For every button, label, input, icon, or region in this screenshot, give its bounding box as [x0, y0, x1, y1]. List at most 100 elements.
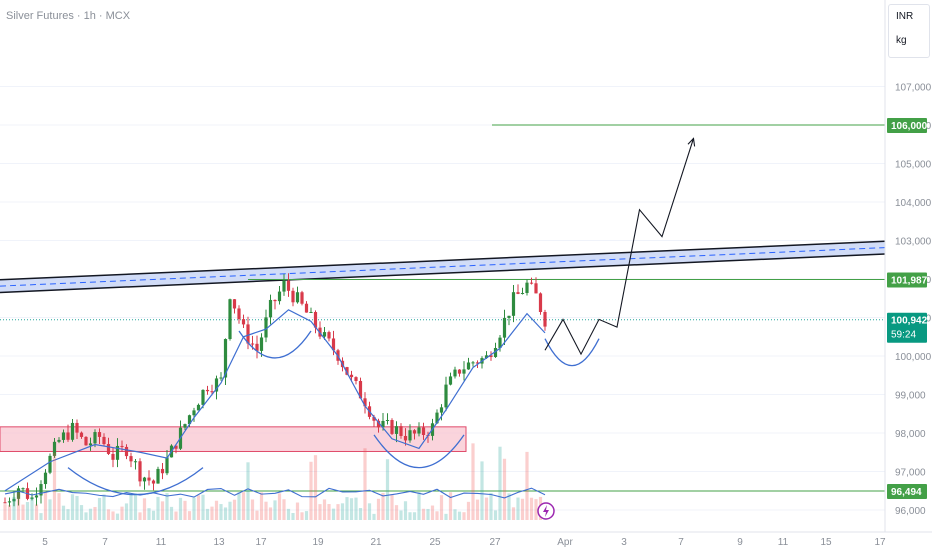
candle-body: [48, 455, 52, 473]
volume-bar: [120, 506, 124, 520]
candle: [88, 437, 93, 451]
volume-bar: [291, 512, 295, 520]
unit-selector[interactable]: INR kg: [888, 4, 930, 58]
candle: [421, 422, 426, 440]
volume-bar: [124, 503, 129, 520]
candle-body: [223, 339, 228, 378]
volume-bar: [480, 461, 484, 520]
volume-bar: [300, 512, 304, 520]
candle: [133, 458, 138, 470]
candle-body: [507, 315, 511, 318]
volume-bar: [79, 505, 84, 520]
candle: [79, 431, 84, 439]
volume-bar: [228, 501, 232, 520]
candle-body: [255, 343, 259, 351]
volume-bar: [93, 506, 97, 520]
candle: [399, 423, 403, 439]
volume-bar: [399, 510, 403, 520]
volume-bar: [142, 498, 147, 520]
volume-bar: [268, 507, 273, 520]
candle: [120, 440, 124, 452]
candle: [277, 286, 282, 305]
candle: [232, 298, 237, 314]
volume-bar: [313, 455, 318, 520]
candle: [412, 429, 417, 440]
volume-bar: [385, 459, 390, 520]
candle: [286, 273, 291, 297]
candle: [246, 316, 250, 350]
candle: [97, 428, 102, 445]
candle: [376, 418, 381, 433]
candle-body: [286, 280, 291, 291]
candle: [363, 392, 367, 414]
volume-bar: [282, 499, 286, 520]
channel-mid-line: [0, 247, 886, 287]
candle-body: [250, 343, 255, 345]
volume-bars: [3, 443, 547, 520]
volume-bar: [448, 492, 453, 520]
candle: [538, 292, 543, 315]
candle-body: [183, 424, 187, 428]
candle: [408, 424, 412, 443]
volume-bar: [277, 493, 282, 520]
candle-body: [273, 299, 277, 302]
candle-body: [444, 384, 448, 408]
candle: [273, 299, 277, 310]
candle: [255, 335, 259, 359]
volume-bar: [178, 497, 183, 520]
volume-bar: [322, 499, 327, 520]
candle: [16, 485, 21, 506]
candle: [511, 284, 516, 323]
volume-bar: [43, 492, 48, 520]
volume-bar: [498, 446, 502, 520]
candle: [205, 385, 210, 395]
time-tick-label: 5: [42, 537, 48, 548]
candle: [124, 444, 129, 460]
volume-bar: [421, 508, 426, 520]
price-badge-bg: [887, 312, 927, 343]
price-tick-label: 105,000: [895, 160, 932, 171]
volume-bar: [484, 497, 489, 520]
volume-bar: [340, 503, 345, 520]
volume-bar: [241, 492, 246, 520]
candle-body: [399, 426, 403, 436]
candle: [241, 314, 246, 328]
time-tick-label: 27: [489, 537, 501, 548]
volume-bar: [7, 505, 12, 520]
candle: [39, 480, 43, 504]
volume-bar: [453, 509, 457, 520]
candle-body: [102, 436, 106, 445]
candle-body: [534, 283, 538, 294]
volume-bar: [367, 503, 372, 520]
candle-body: [331, 338, 336, 351]
volume-bar: [444, 513, 448, 520]
candle-body: [349, 374, 354, 378]
volume-bar: [205, 508, 210, 520]
candle-body: [43, 472, 48, 485]
event-flash-icon: [537, 502, 555, 520]
candle-body: [246, 324, 250, 344]
candle-body: [34, 495, 39, 498]
candle: [471, 361, 475, 367]
volume-bar: [30, 497, 34, 520]
candle-body: [111, 453, 115, 460]
candle-body: [498, 337, 502, 348]
volume-bar: [165, 493, 169, 520]
candle-body: [241, 319, 246, 325]
candle: [309, 307, 313, 313]
event-flash-bolt: [543, 505, 549, 517]
candle: [403, 428, 408, 446]
volume-bar: [111, 511, 115, 520]
candle-body: [61, 432, 66, 440]
candle: [444, 376, 448, 412]
candle: [282, 274, 286, 296]
volume-bar: [426, 508, 430, 520]
candle-body: [525, 282, 529, 293]
candle-body: [484, 355, 489, 359]
candle-body: [516, 292, 520, 294]
candle: [268, 294, 273, 325]
volume-bar: [273, 500, 277, 520]
candle-body: [327, 332, 331, 339]
